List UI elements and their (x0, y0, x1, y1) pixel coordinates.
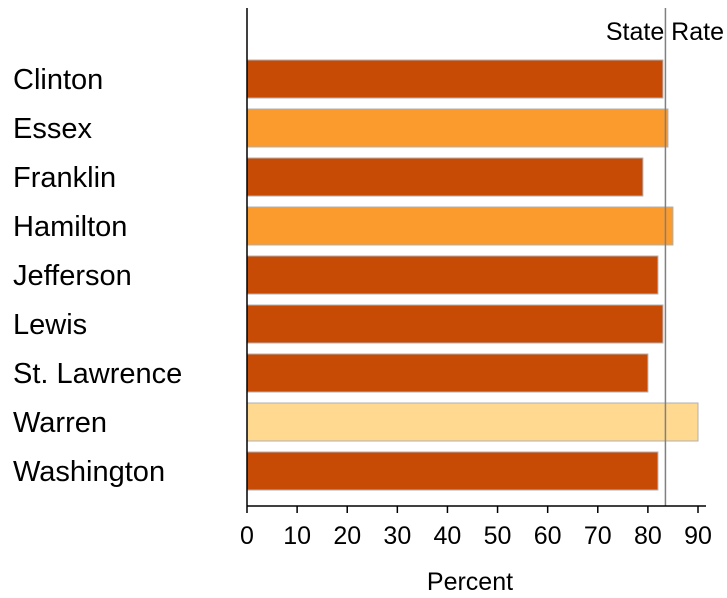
x-axis: 0 10 20 30 40 50 60 70 80 90 (240, 8, 712, 550)
x-tick-label: 60 (534, 522, 562, 550)
x-tick-label: 20 (333, 522, 361, 550)
reference-line-group: State Rate (606, 8, 724, 506)
bar-clinton (246, 59, 664, 99)
x-tick-label: 50 (484, 522, 512, 550)
x-tick-label: 90 (684, 522, 712, 550)
category-labels: Clinton Essex Franklin Hamilton Jefferson Lew… (13, 64, 182, 488)
category-label: Jefferson (13, 260, 132, 292)
bar-essex (246, 108, 669, 148)
bar-st-lawrence (246, 353, 649, 393)
x-tick-label: 10 (283, 522, 311, 550)
bar-franklin (246, 157, 644, 197)
x-tick-label: 40 (434, 522, 462, 550)
category-label: Hamilton (13, 211, 127, 243)
x-tick-label: 70 (584, 522, 612, 550)
x-tick-label: 80 (634, 522, 662, 550)
category-label: Franklin (13, 162, 116, 194)
x-tick-label: 30 (383, 522, 411, 550)
bar-jefferson (246, 255, 659, 295)
category-label: Essex (13, 113, 92, 145)
category-label: Washington (13, 456, 165, 488)
x-axis-title: Percent (427, 568, 513, 593)
bar-lewis (246, 304, 664, 344)
category-label: Lewis (13, 309, 87, 341)
bars-layer (246, 59, 699, 491)
bar-washington (246, 451, 659, 491)
category-label: Warren (13, 407, 107, 439)
bar-warren (246, 402, 699, 442)
state-rate-label: State Rate (606, 18, 724, 46)
x-tick-label: 0 (240, 522, 254, 550)
category-label: Clinton (13, 64, 103, 96)
category-label: St. Lawrence (13, 358, 182, 390)
bar-hamilton (246, 206, 674, 246)
